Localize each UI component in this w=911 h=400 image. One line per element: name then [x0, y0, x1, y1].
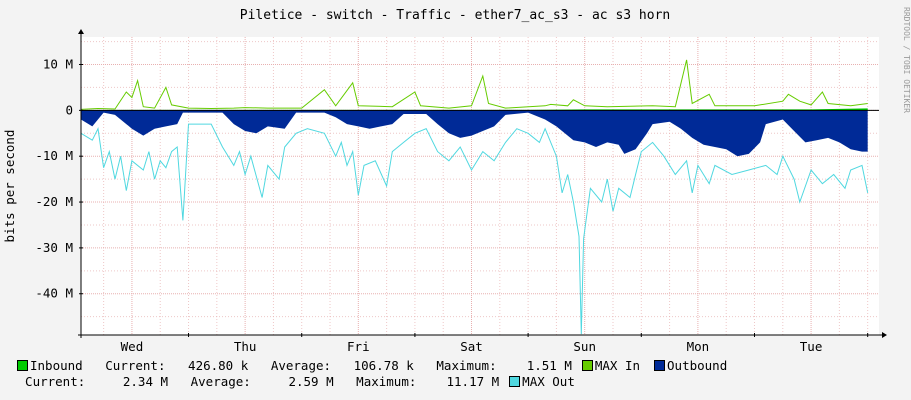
plot-area [81, 37, 879, 335]
x-tick-label: Mon [687, 339, 710, 354]
traffic-chart: Piletice - switch - Traffic - ether7_ac_… [2, 7, 911, 354]
y-tick-label: 10 M [43, 57, 73, 72]
outbound-swatch [654, 360, 666, 371]
y-axis-label: bits per second [2, 130, 17, 243]
max-out-line [80, 123, 869, 335]
y-tick-label: -10 M [35, 148, 73, 163]
outbound-legend-label: Outbound [667, 358, 728, 373]
x-tick-label: Wed [121, 339, 144, 354]
y-tick-label: -20 M [35, 194, 73, 209]
y-tick-label: -40 M [35, 286, 73, 301]
max-in-swatch [581, 360, 593, 371]
rrdtool-watermark: RRDTOOL / TOBI OETIKER [902, 7, 911, 113]
axis-layer [78, 29, 887, 338]
inbound-legend-label: Inbound [30, 358, 83, 373]
x-tick-label: Sat [460, 339, 483, 354]
outbound-area [81, 110, 868, 157]
max-out-legend-label: MAX Out [522, 374, 575, 389]
legend-row-inbound: Inbound Current: 426.80 k Average: 106.7… [0, 358, 911, 374]
outbound-stats: Current: 2.34 M Average: 2.59 M Maximum:… [10, 374, 500, 389]
x-tick-label: Thu [234, 339, 257, 354]
max-in-legend-label: MAX In [594, 358, 641, 373]
tick-label-layer: 10 M 0 -10 M -20 M -30 M -40 M Wed Thu Fri Sat Sun… [35, 57, 822, 354]
x-tick-label: Fri [347, 339, 370, 354]
legend: Inbound Current: 426.80 k Average: 106.7… [0, 358, 911, 390]
x-axis-arrow [882, 332, 887, 338]
max-out-swatch [509, 376, 521, 387]
x-tick-label: Tue [800, 339, 823, 354]
y-axis-arrow [78, 29, 84, 34]
max-in-line [80, 59, 868, 110]
chart-title: Piletice - switch - Traffic - ether7_ac_… [240, 8, 670, 23]
inbound-swatch [17, 360, 28, 371]
legend-row-outbound: Current: 2.34 M Average: 2.59 M Maximum:… [0, 374, 911, 390]
y-tick-label: 0 [65, 102, 73, 117]
inbound-stats: Current: 426.80 k Average: 106.78 k Maxi… [82, 358, 572, 373]
x-tick-label: Sun [573, 339, 596, 354]
y-tick-label: -30 M [35, 240, 73, 255]
